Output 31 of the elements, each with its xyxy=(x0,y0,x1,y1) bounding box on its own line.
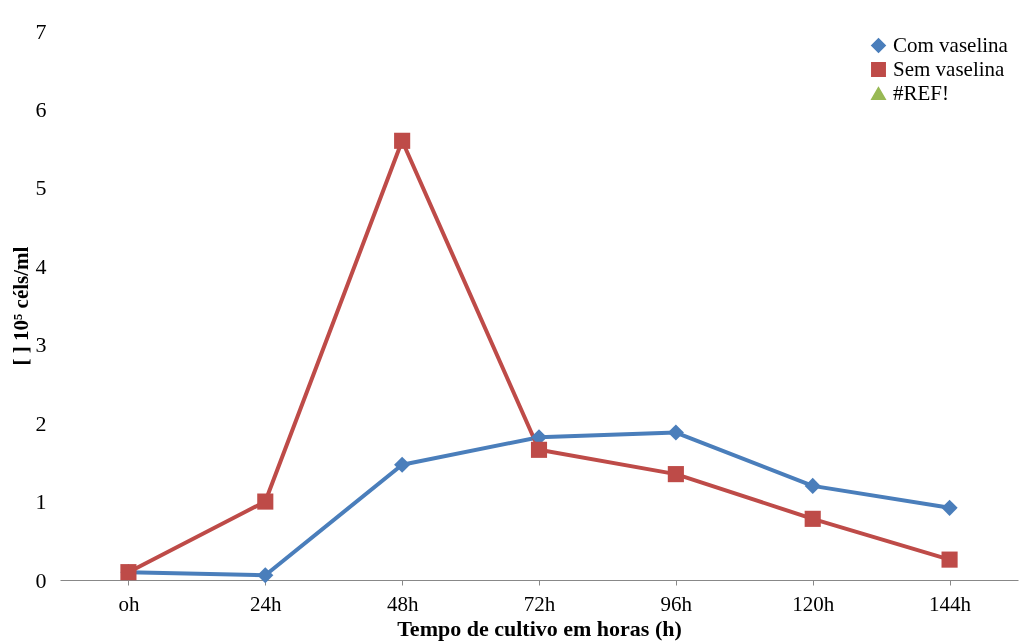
point xyxy=(941,499,958,516)
point xyxy=(667,424,684,441)
point xyxy=(941,551,958,568)
x-tick-label: 144h xyxy=(929,591,972,616)
y-tick-label: 0 xyxy=(35,567,47,593)
x-tick-label: 72h xyxy=(523,591,556,616)
y-tick-label: 2 xyxy=(35,410,47,436)
x-tick-label: 96h xyxy=(660,591,693,616)
y-tick-label: 3 xyxy=(35,332,47,358)
point xyxy=(804,510,821,527)
legend-label: #REF! xyxy=(893,80,950,105)
legend-label: Sem vaselina xyxy=(893,56,1006,81)
y-tick-label: 1 xyxy=(35,489,47,515)
y-tick-label: 5 xyxy=(35,175,47,201)
point xyxy=(257,567,274,584)
x-axis-title: Tempo de cultivo em horas (h) xyxy=(397,615,682,641)
point xyxy=(394,132,411,149)
legend-label: Com vaselina xyxy=(893,32,1009,57)
y-tick-label: 6 xyxy=(35,96,47,122)
x-tick-label: 48h xyxy=(386,591,419,616)
point xyxy=(257,493,274,510)
y-tick-label: 7 xyxy=(35,18,47,44)
point xyxy=(804,477,821,494)
y-tick-label: 4 xyxy=(35,253,47,279)
y-axis-title: [ ] 10⁵ céls/ml xyxy=(8,246,33,366)
point xyxy=(667,466,684,483)
x-tick-label: 24h xyxy=(250,591,283,616)
x-tick-label: 120h xyxy=(792,591,835,616)
point xyxy=(530,441,548,458)
point xyxy=(394,456,411,473)
x-tick-label: oh xyxy=(118,591,140,616)
